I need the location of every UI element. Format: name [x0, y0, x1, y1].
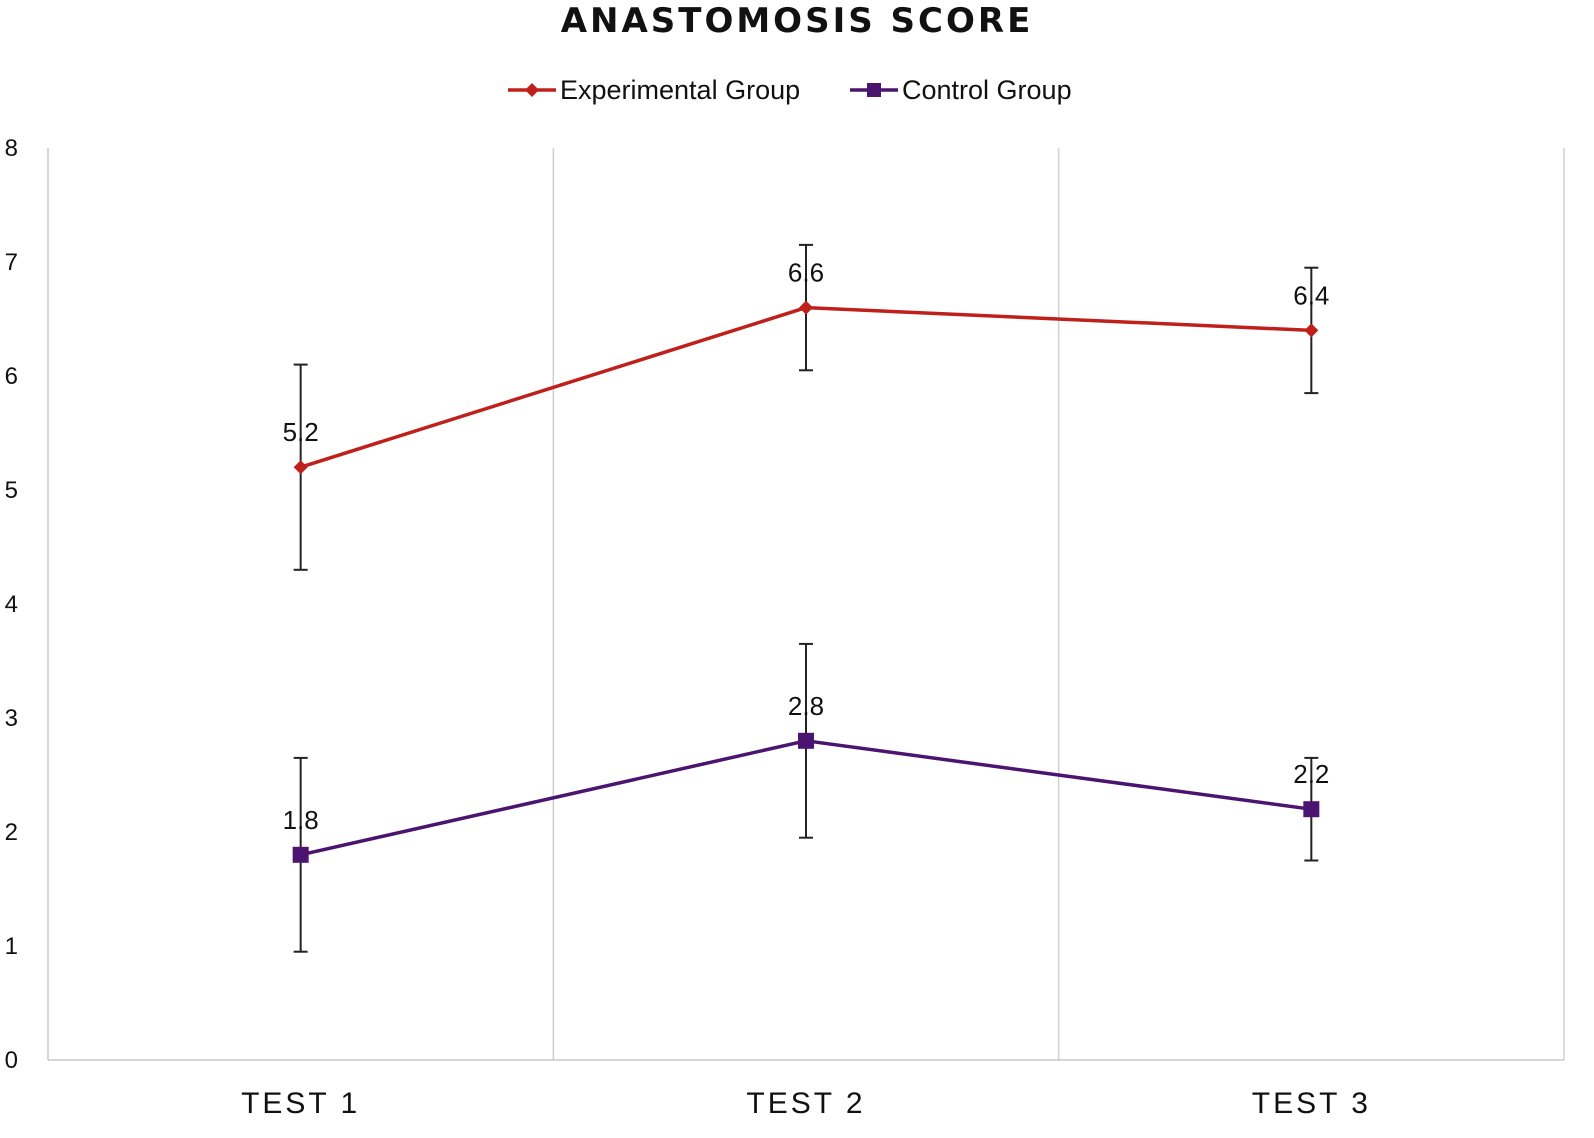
legend-marker-diamond — [525, 83, 539, 97]
chart-title: ANASTOMOSIS SCORE — [561, 1, 1034, 41]
legend-label: Experimental Group — [560, 75, 800, 105]
x-axis: TEST 1 TEST 2 TEST 3 — [241, 1087, 1371, 1120]
data-point-square — [798, 732, 814, 749]
data-point-diamond — [1304, 323, 1319, 338]
error-bars — [293, 243, 1319, 953]
y-tick-label: 7 — [5, 249, 18, 276]
data-point-square — [1303, 801, 1320, 818]
data-label: 6.6 — [788, 258, 824, 288]
y-tick-label: 0 — [5, 1047, 18, 1074]
legend: Experimental Group Control Group — [508, 75, 1072, 105]
data-point-diamond — [293, 460, 308, 475]
y-tick-label: 6 — [5, 363, 18, 390]
data-label: 2.2 — [1293, 759, 1329, 789]
y-tick-label: 1 — [5, 933, 18, 960]
data-label: 2.8 — [788, 691, 824, 721]
y-tick-label: 4 — [5, 591, 18, 618]
data-label: 5.2 — [283, 417, 319, 447]
legend-label: Control Group — [902, 75, 1072, 105]
data-labels: 5.2 6.6 6.4 1.8 2.8 2.2 — [283, 258, 1330, 835]
y-tick-label: 2 — [5, 819, 18, 846]
x-tick-label: TEST 1 — [241, 1087, 360, 1120]
markers — [292, 300, 1320, 863]
x-tick-label: TEST 3 — [1252, 1087, 1371, 1120]
y-tick-label: 5 — [5, 477, 18, 504]
data-point-square — [292, 846, 309, 863]
y-axis: 0 1 2 3 4 5 6 7 8 — [5, 135, 18, 1074]
y-tick-label: 3 — [5, 705, 18, 732]
legend-marker-square — [867, 83, 881, 97]
grid — [47, 148, 1565, 1061]
data-point-diamond — [799, 300, 813, 315]
x-tick-label: TEST 2 — [746, 1087, 865, 1120]
y-tick-label: 8 — [5, 135, 18, 162]
data-label: 6.4 — [1293, 280, 1329, 310]
data-label: 1.8 — [283, 805, 319, 835]
